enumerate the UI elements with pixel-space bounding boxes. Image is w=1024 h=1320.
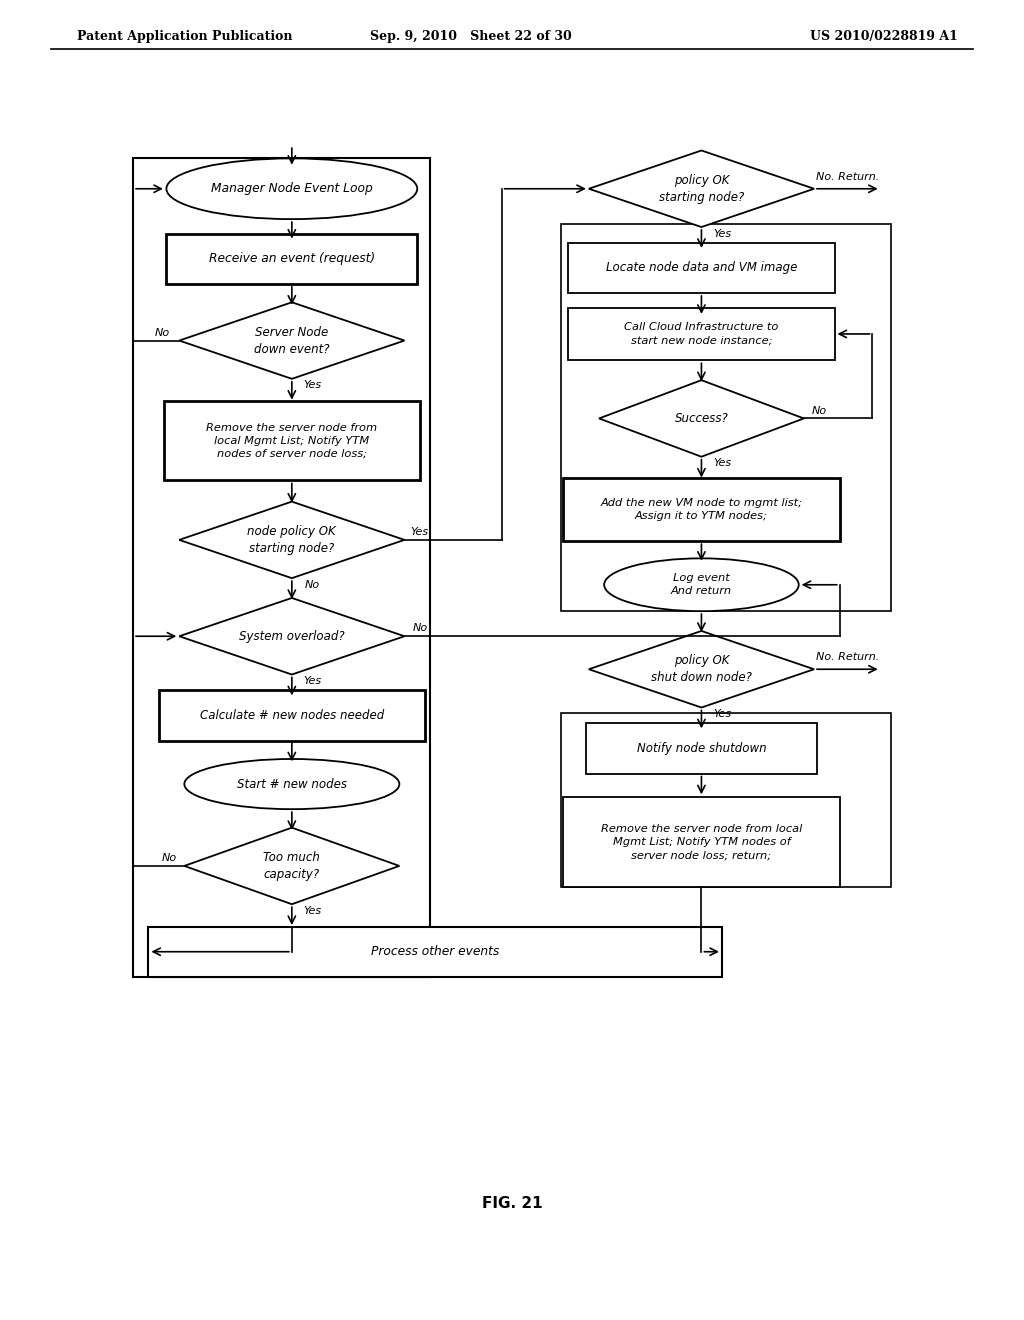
FancyBboxPatch shape <box>563 797 840 887</box>
FancyBboxPatch shape <box>568 243 835 293</box>
Ellipse shape <box>604 558 799 611</box>
Text: Yes: Yes <box>303 676 322 686</box>
FancyBboxPatch shape <box>563 478 840 541</box>
Text: Remove the server node from
local Mgmt List; Notify YTM
nodes of server node los: Remove the server node from local Mgmt L… <box>206 422 378 459</box>
Text: Start # new nodes: Start # new nodes <box>237 777 347 791</box>
Text: Sep. 9, 2010   Sheet 22 of 30: Sep. 9, 2010 Sheet 22 of 30 <box>370 30 572 44</box>
FancyBboxPatch shape <box>166 234 418 284</box>
Text: No: No <box>162 853 176 863</box>
Text: Receive an event (request): Receive an event (request) <box>209 252 375 265</box>
Text: No: No <box>155 327 169 338</box>
Polygon shape <box>589 150 814 227</box>
Text: No: No <box>305 579 319 590</box>
Text: Process other events: Process other events <box>371 945 500 958</box>
Text: Yes: Yes <box>713 709 731 719</box>
FancyBboxPatch shape <box>164 401 420 480</box>
Polygon shape <box>179 502 404 578</box>
Text: Log event
And return: Log event And return <box>671 573 732 597</box>
Text: Notify node shutdown: Notify node shutdown <box>637 742 766 755</box>
FancyBboxPatch shape <box>568 308 835 360</box>
Text: FIG. 21: FIG. 21 <box>481 1196 543 1212</box>
Text: No. Return.: No. Return. <box>816 652 880 663</box>
Text: No. Return.: No. Return. <box>816 172 880 182</box>
Ellipse shape <box>184 759 399 809</box>
Text: Server Node
down event?: Server Node down event? <box>254 326 330 355</box>
Text: No: No <box>413 623 427 634</box>
Text: Yes: Yes <box>411 527 429 537</box>
Text: Remove the server node from local
Mgmt List; Notify YTM nodes of
server node los: Remove the server node from local Mgmt L… <box>601 824 802 861</box>
Text: Yes: Yes <box>713 458 731 469</box>
FancyBboxPatch shape <box>159 690 425 741</box>
Text: Calculate # new nodes needed: Calculate # new nodes needed <box>200 709 384 722</box>
Ellipse shape <box>166 158 418 219</box>
Text: Patent Application Publication: Patent Application Publication <box>77 30 292 44</box>
Text: No: No <box>812 405 826 416</box>
Polygon shape <box>179 302 404 379</box>
FancyBboxPatch shape <box>148 927 722 977</box>
Polygon shape <box>184 828 399 904</box>
Text: policy OK
shut down node?: policy OK shut down node? <box>651 655 752 684</box>
Text: US 2010/0228819 A1: US 2010/0228819 A1 <box>810 30 957 44</box>
Polygon shape <box>179 598 404 675</box>
Text: Yes: Yes <box>303 380 322 391</box>
Text: Success?: Success? <box>675 412 728 425</box>
Text: Yes: Yes <box>303 906 322 916</box>
Text: policy OK
starting node?: policy OK starting node? <box>658 174 744 203</box>
Text: Call Cloud Infrastructure to
start new node instance;: Call Cloud Infrastructure to start new n… <box>625 322 778 346</box>
Text: System overload?: System overload? <box>239 630 345 643</box>
Polygon shape <box>599 380 804 457</box>
Text: Add the new VM node to mgmt list;
Assign it to YTM nodes;: Add the new VM node to mgmt list; Assign… <box>600 498 803 521</box>
FancyBboxPatch shape <box>586 723 817 774</box>
Text: Too much
capacity?: Too much capacity? <box>263 851 321 880</box>
Text: Manager Node Event Loop: Manager Node Event Loop <box>211 182 373 195</box>
Text: node policy OK
starting node?: node policy OK starting node? <box>248 525 336 554</box>
Text: Yes: Yes <box>713 228 731 239</box>
Text: Locate node data and VM image: Locate node data and VM image <box>606 261 797 275</box>
Polygon shape <box>589 631 814 708</box>
